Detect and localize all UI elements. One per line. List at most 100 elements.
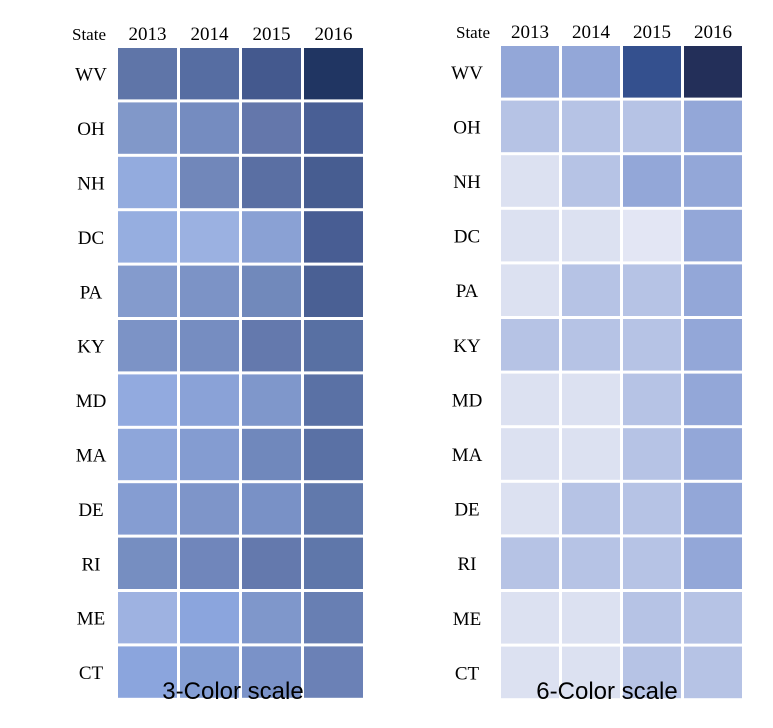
heatmap-cell-wv-2015	[623, 46, 681, 98]
heatmap-cell-oh-2015	[623, 100, 681, 153]
heatmap-cell-de-2013	[118, 483, 177, 535]
heatmap-cell-nh-2015	[242, 156, 301, 209]
heatmap-cell-wv-2015	[242, 48, 301, 100]
heatmap-cell-me-2016	[684, 592, 742, 644]
heatmap-cell-me-2013	[118, 592, 177, 644]
heatmap-cell-pa-2016	[684, 264, 742, 316]
heatmap-cell-ma-2015	[623, 428, 681, 480]
row-label-wv: WV	[451, 63, 483, 84]
heatmap-cell-pa-2013	[118, 265, 177, 317]
heatmap-cell-ma-2013	[118, 428, 177, 481]
heatmap-cell-dc-2016	[684, 209, 742, 262]
heatmap-cell-ma-2016	[304, 428, 363, 481]
heatmap-cell-dc-2013	[118, 211, 177, 263]
heatmap-cell-md-2016	[684, 373, 742, 426]
row-label-md: MD	[76, 391, 107, 412]
heatmap-cell-de-2016	[684, 482, 742, 535]
heatmap-cell-ct-2014	[180, 646, 239, 698]
heatmap-cell-oh-2016	[684, 100, 742, 153]
column-header-2013: 2013	[129, 24, 167, 45]
heatmap-cell-ct-2014	[562, 646, 620, 699]
heatmap-cell-ct-2013	[118, 646, 177, 698]
column-header-2014: 2014	[191, 24, 230, 45]
heatmap-cell-oh-2013	[501, 100, 559, 153]
heatmap-cell-de-2014	[180, 483, 239, 535]
heatmap-cell-oh-2014	[180, 102, 239, 154]
row-label-ri: RI	[458, 554, 477, 575]
row-label-ky: KY	[453, 336, 481, 357]
state-header-label: State	[72, 25, 106, 44]
heatmap-cell-ct-2013	[501, 646, 559, 699]
heatmap-cell-ky-2015	[242, 320, 301, 372]
heatmap-cell-oh-2016	[304, 102, 363, 154]
heatmap-cell-md-2013	[118, 374, 177, 426]
heatmap-cell-nh-2013	[118, 156, 177, 209]
heatmap-cell-dc-2013	[501, 209, 559, 262]
heatmap-cell-me-2015	[242, 592, 301, 644]
heatmap-cell-pa-2015	[623, 264, 681, 316]
heatmap-cell-dc-2015	[623, 209, 681, 262]
row-label-ma: MA	[452, 445, 483, 466]
heatmap-cell-me-2014	[180, 592, 239, 644]
heatmap-cell-pa-2015	[242, 265, 301, 317]
heatmap-cell-nh-2016	[684, 155, 742, 207]
heatmap-cell-dc-2014	[180, 211, 239, 263]
row-label-nh: NH	[453, 172, 481, 193]
heatmap-cell-de-2014	[562, 482, 620, 535]
heatmap-cell-oh-2014	[562, 100, 620, 153]
row-label-pa: PA	[456, 281, 479, 302]
column-header-2016: 2016	[694, 22, 732, 43]
heatmap-cell-wv-2014	[180, 48, 239, 100]
row-label-wv: WV	[75, 65, 107, 86]
row-label-ky: KY	[77, 337, 105, 358]
heatmap-cell-ri-2014	[180, 537, 239, 589]
heatmap-cell-md-2016	[304, 374, 363, 426]
heatmap-cell-de-2015	[623, 482, 681, 535]
heatmap-cell-wv-2014	[562, 46, 620, 98]
state-header-label: State	[456, 23, 490, 42]
heatmap-cell-de-2013	[501, 482, 559, 535]
heatmap-cell-md-2014	[180, 374, 239, 426]
heatmap-panel-2: State 2013 2014 2015 2016 WV OH NH DC PA KY MD MA DE R…	[451, 22, 742, 705]
column-header-2013: 2013	[511, 22, 549, 43]
heatmap-cell-ct-2015	[623, 646, 681, 699]
row-label-nh: NH	[77, 174, 105, 195]
heatmap-cell-me-2016	[304, 592, 363, 644]
heatmap-cell-ky-2015	[623, 319, 681, 371]
heatmap-cell-ri-2015	[623, 537, 681, 589]
heatmap-cell-me-2014	[562, 592, 620, 644]
row-label-dc: DC	[454, 227, 480, 248]
column-header-2016: 2016	[315, 24, 353, 45]
heatmap-cell-nh-2015	[623, 155, 681, 207]
heatmap-cell-ky-2016	[684, 319, 742, 371]
heatmap-cell-ri-2015	[242, 537, 301, 589]
heatmap-cell-oh-2013	[118, 102, 177, 154]
heatmap-cell-ri-2013	[118, 537, 177, 589]
row-label-pa: PA	[80, 282, 103, 303]
heatmap-cell-ma-2015	[242, 428, 301, 481]
heatmap-cell-wv-2016	[304, 48, 363, 100]
row-label-ct: CT	[455, 663, 480, 684]
heatmap-cell-de-2016	[304, 483, 363, 535]
heatmap-cell-me-2015	[623, 592, 681, 644]
heatmap-cell-nh-2014	[562, 155, 620, 207]
row-label-oh: OH	[453, 117, 481, 138]
panel-caption: 6-Color scale	[536, 678, 677, 705]
heatmap-cell-ma-2014	[180, 428, 239, 481]
heatmap-cell-ma-2016	[684, 428, 742, 480]
row-label-md: MD	[452, 390, 483, 411]
heatmap-cell-dc-2016	[304, 211, 363, 263]
heatmap-cell-pa-2013	[501, 264, 559, 316]
row-label-me: ME	[453, 609, 482, 630]
column-header-2014: 2014	[572, 22, 611, 43]
heatmap-cell-ct-2015	[242, 646, 301, 698]
heatmap-cell-ky-2013	[118, 320, 177, 372]
heatmap-cell-md-2014	[562, 373, 620, 426]
heatmap-cell-pa-2014	[562, 264, 620, 316]
row-label-ct: CT	[79, 663, 104, 684]
column-header-2015: 2015	[253, 24, 291, 45]
heatmap-cell-wv-2016	[684, 46, 742, 98]
heatmap-cell-dc-2014	[562, 209, 620, 262]
